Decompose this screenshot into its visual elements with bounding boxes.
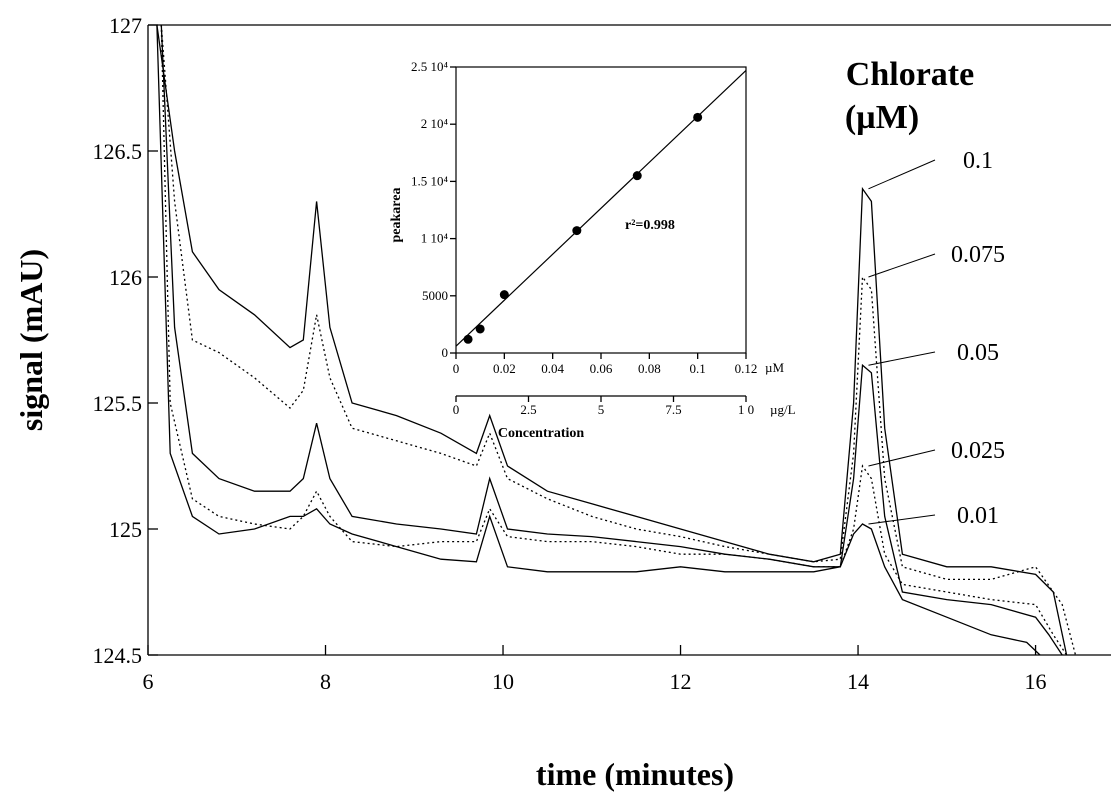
inset-calibration-chart: 0 0.02 0.04 0.06 0.08 0.1 0.12 0 2.5 5 7.5 1 0 0 5000… <box>389 59 796 441</box>
legend-pointer-line <box>868 253 936 278</box>
inset-y-tick-label: 0 <box>442 345 449 360</box>
inset-y-axis-title: peakarea <box>389 188 404 243</box>
x-axis-title: time (minutes) <box>536 756 734 792</box>
inset-x-tick-label: 0.04 <box>541 361 564 376</box>
legend-pointer-line <box>868 351 936 366</box>
trace-0.1 <box>156 24 1068 656</box>
inset-x-tick-label: 0.02 <box>493 361 516 376</box>
inset-x-tick-label: 0.06 <box>590 361 613 376</box>
trace-0.05 <box>160 24 1063 656</box>
inset-y-tick-label: 2 10⁴ <box>421 116 449 131</box>
trace-0.025 <box>160 24 1068 656</box>
legend-labels: 0.1 0.075 0.05 0.025 0.01 <box>868 148 1005 529</box>
trace-0.01 <box>156 24 1041 656</box>
inset-data-point <box>693 112 703 122</box>
legend-label-0.01: 0.01 <box>957 503 999 529</box>
legend-pointer-line <box>868 449 936 467</box>
inset-y-tick-label: 2.5 10⁴ <box>411 59 449 74</box>
legend-title-line1: Chlorate <box>846 56 974 93</box>
inset-x-tick-label: 0.08 <box>638 361 661 376</box>
x-tick-label: 8 <box>320 669 331 694</box>
inset-data-point <box>632 171 642 181</box>
inset-ugl-tick-label: 0 <box>453 402 460 417</box>
inset-ugl-tick-label: 1 0 <box>738 402 754 417</box>
y-tick-label: 126 <box>109 265 142 290</box>
inset-data-point <box>572 226 582 236</box>
inset-data-point <box>463 334 473 344</box>
inset-ugl-tick-label: 5 <box>598 402 605 417</box>
inset-plot-frame <box>455 66 747 354</box>
main-y-ticks: 124.5 125 125.5 126 126.5 127 <box>93 13 158 668</box>
inset-x-unit-ugl: µg/L <box>770 402 796 417</box>
x-tick-label: 12 <box>670 669 692 694</box>
y-tick-label: 124.5 <box>93 643 143 668</box>
inset-x-axis-title: Concentration <box>498 426 585 441</box>
inset-x-tick-label: 0.12 <box>735 361 758 376</box>
x-tick-label: 14 <box>847 669 869 694</box>
inset-ugl-tick-label: 2.5 <box>520 402 536 417</box>
legend-title-line2: (µM) <box>845 99 919 136</box>
trace-0.075 <box>160 24 1077 656</box>
inset-ticks: 0 0.02 0.04 0.06 0.08 0.1 0.12 0 2.5 5 7.5 1 0 0 5000… <box>411 59 757 417</box>
inset-data-point <box>475 324 485 334</box>
inset-data-point <box>499 290 509 300</box>
x-tick-label: 6 <box>143 669 154 694</box>
x-tick-label: 10 <box>492 669 514 694</box>
inset-x-tick-label: 0.1 <box>690 361 706 376</box>
main-axes <box>147 24 1111 656</box>
inset-points <box>455 69 747 347</box>
y-tick-label: 125.5 <box>93 391 143 416</box>
main-traces <box>156 24 1077 656</box>
y-tick-label: 126.5 <box>93 139 143 164</box>
inset-y-tick-label: 1 10⁴ <box>421 231 449 246</box>
y-tick-label: 125 <box>109 517 142 542</box>
inset-x-unit-um: µM <box>765 360 784 375</box>
legend-label-0.05: 0.05 <box>957 340 999 366</box>
inset-y-tick-label: 1.5 10⁴ <box>411 173 449 188</box>
x-tick-label: 16 <box>1025 669 1047 694</box>
legend-pointer-line <box>868 514 936 525</box>
legend-label-0.025: 0.025 <box>951 438 1005 464</box>
inset-r2-annotation: r²=0.998 <box>625 218 675 233</box>
y-tick-label: 127 <box>109 13 142 38</box>
main-x-ticks: 6 8 10 12 14 16 <box>143 645 1047 694</box>
y-axis-title: signal (mAU) <box>13 249 49 431</box>
inset-ugl-tick-label: 7.5 <box>665 402 681 417</box>
legend-label-0.1: 0.1 <box>963 148 993 174</box>
inset-x-tick-label: 0 <box>453 361 460 376</box>
legend-pointer-line <box>868 159 936 190</box>
inset-y-tick-label: 5000 <box>422 288 448 303</box>
legend-label-0.075: 0.075 <box>951 242 1005 268</box>
